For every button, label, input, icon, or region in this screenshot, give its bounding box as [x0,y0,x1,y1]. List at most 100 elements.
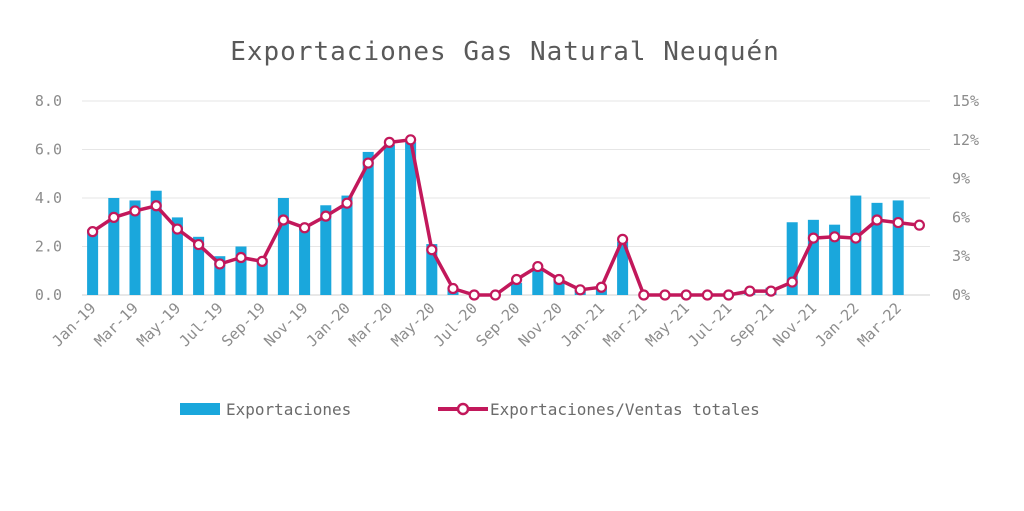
ratio-point [638,289,650,301]
bar [193,236,205,295]
legend: Exportaciones Exportaciones/Ventas total… [180,400,760,419]
bar [405,142,417,295]
ratio-point [489,289,501,301]
chart-title: Exportaciones Gas Natural Neuquén [230,37,780,67]
x-tick-label: Sep-21 [727,299,778,350]
x-tick-label: Sep-20 [472,299,523,350]
ratio-point [871,214,883,226]
ratio-point [510,273,523,286]
bar [150,190,162,295]
ratio-point [129,205,141,217]
y-left-tick-label: 2.0 [35,238,62,256]
ratio-point [108,211,120,223]
y-left-tick-label: 8.0 [35,92,62,110]
ratio-point [892,216,904,229]
legend-label-exportaciones: Exportaciones [226,400,351,419]
bar [807,219,819,295]
x-tick-label: Mar-22 [854,299,905,350]
bar [235,246,247,295]
ratio-point [701,289,714,301]
legend-swatch-exportaciones [180,403,220,415]
ratio-point [277,214,289,226]
bar [129,200,141,295]
ratio-point [659,289,671,301]
x-tick-label: May-20 [388,299,439,350]
ratio-point [150,200,162,212]
ratio-point [171,223,183,235]
bar [299,227,311,295]
legend-label-ratio: Exportaciones/Ventas totales [490,400,760,419]
y-right-tick-label: 15% [952,92,979,110]
bar [426,244,438,295]
ratio-point [786,276,798,288]
y-right-tick-label: 0% [952,286,970,304]
ratio-point [405,134,417,146]
gridlines [82,100,930,296]
bar [871,202,883,295]
ratio-point [468,289,480,301]
ratio-point [362,157,374,169]
x-tick-label: Jan-22 [812,299,863,350]
x-tick-label: Jan-20 [303,299,354,350]
ratio-point [214,258,226,270]
x-tick-label: May-21 [642,299,693,350]
bar [108,198,120,295]
bar [362,151,374,295]
y-axis-left: 0.0 2.0 4.0 6.0 8.0 [35,92,62,304]
bar [171,217,183,295]
y-right-tick-label: 6% [952,208,970,226]
bar [532,268,544,295]
ratio-point [744,285,756,297]
bar [617,241,629,295]
y-right-tick-label: 3% [952,247,970,265]
bar [87,229,99,295]
line-series [86,134,926,301]
bar-series [87,142,904,295]
ratio-point [532,260,544,273]
bar [277,198,289,295]
ratio-point [828,231,841,243]
bar [829,224,841,295]
y-right-tick-label: 12% [952,131,979,149]
ratio-point [553,273,565,286]
y-axis-right: 0% 3% 6% 9% 12% 15% [952,92,979,304]
ratio-point [807,232,820,244]
bar [850,195,862,295]
ratio-point [383,136,395,148]
x-tick-label: Jul-20 [430,299,481,350]
legend-marker-ratio [456,402,470,416]
x-tick-label: Mar-19 [91,299,142,350]
ratio-point [913,219,926,231]
bar [341,195,353,295]
x-tick-label: Mar-21 [600,299,651,350]
x-tick-label: Jul-19 [176,299,227,350]
x-tick-label: Mar-20 [345,299,396,350]
ratio-point [235,251,247,264]
ratio-point [574,284,586,296]
ratio-point [341,197,353,209]
ratio-point [193,238,205,251]
bar [511,282,523,295]
bar [786,222,798,295]
bar [214,256,226,295]
ratio-point [595,281,608,293]
ratio-point [426,244,438,256]
ratio-point [765,285,777,297]
bar [553,280,565,295]
x-tick-label: Nov-21 [769,299,820,350]
ratio-point [680,289,692,301]
bar [383,144,395,295]
ratio-point [86,226,99,238]
x-tick-label: Nov-19 [260,299,311,350]
x-axis: Jan-19Mar-19May-19Jul-19Sep-19Nov-19Jan-… [48,299,905,350]
ratio-point [299,222,311,234]
ratio-point [320,210,332,222]
ratio-point [616,233,629,245]
ratio-point [256,255,268,267]
x-tick-label: May-19 [133,299,184,350]
bar [892,200,904,295]
y-left-tick-label: 6.0 [35,141,62,159]
y-left-tick-label: 0.0 [35,286,62,304]
